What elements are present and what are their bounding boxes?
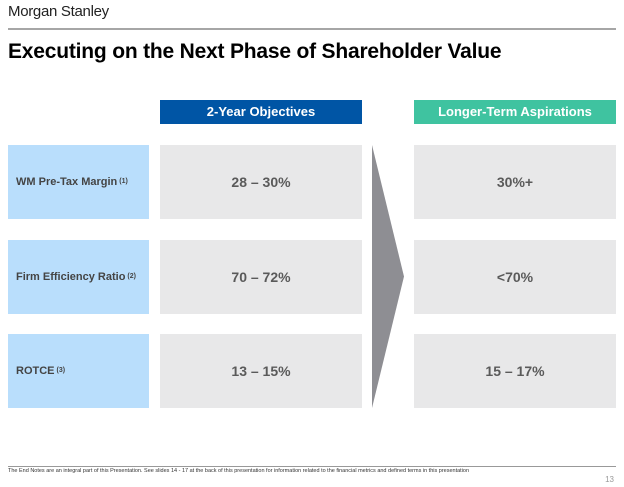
footnote-ref: (3) [56, 366, 66, 374]
page-title: Executing on the Next Phase of Sharehold… [8, 40, 502, 63]
objective-value-rotce: 13 – 15% [160, 334, 362, 408]
footnote-ref: (2) [127, 272, 136, 280]
aspiration-value-rotce: 15 – 17% [414, 334, 616, 408]
footer-divider [8, 466, 616, 467]
metric-label-wm-pretax-margin: WM Pre-Tax Margin (1) [8, 145, 149, 219]
objective-value-wm-pretax-margin: 28 – 30% [160, 145, 362, 219]
progression-arrow-icon [372, 145, 404, 408]
company-logo: Morgan Stanley [8, 3, 109, 20]
metric-name: ROTCE [16, 365, 55, 377]
objective-value-firm-efficiency-ratio: 70 – 72% [160, 240, 362, 314]
page-number: 13 [605, 475, 614, 484]
objectives-column-header: 2-Year Objectives [160, 100, 362, 124]
metric-name: WM Pre-Tax Margin [16, 176, 118, 188]
aspiration-value-firm-efficiency-ratio: <70% [414, 240, 616, 314]
header-divider [8, 28, 616, 30]
aspiration-value-wm-pretax-margin: 30%+ [414, 145, 616, 219]
aspirations-column-header: Longer-Term Aspirations [414, 100, 616, 124]
footer-note: The End Notes are an integral part of th… [8, 468, 470, 474]
metric-label-firm-efficiency-ratio: Firm Efficiency Ratio (2) [8, 240, 149, 314]
footnote-ref: (1) [119, 177, 128, 185]
metric-label-rotce: ROTCE (3) [8, 334, 149, 408]
metric-name: Firm Efficiency Ratio [16, 271, 126, 283]
